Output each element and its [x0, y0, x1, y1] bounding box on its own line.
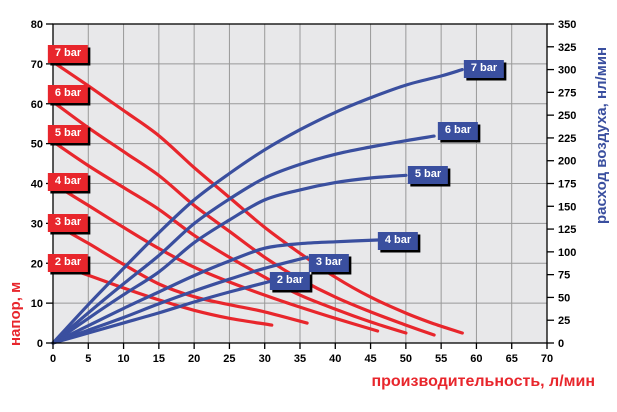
y-left-tick-label: 70	[31, 59, 43, 71]
y-right-tick-label: 175	[558, 179, 576, 191]
y-left-tick-label: 10	[31, 298, 43, 310]
y-right-tick-label: 325	[558, 42, 576, 54]
y-left-tick-label: 20	[31, 258, 43, 270]
y-left-tick-label: 80	[31, 19, 43, 31]
x-tick-label: 40	[329, 353, 341, 365]
y-right-tick-label: 200	[558, 156, 576, 168]
head-curve-6bar	[51, 100, 436, 337]
y-right-tick-label: 125	[558, 224, 576, 236]
head-curve-label-4bar: 4 bar	[47, 173, 89, 191]
air-curve-3bar	[51, 255, 309, 345]
x-tick-label: 5	[85, 353, 91, 365]
head-curve-4bar	[51, 181, 380, 333]
y-right-tick-label: 0	[558, 338, 564, 350]
x-tick-label: 60	[470, 353, 482, 365]
x-tick-label: 70	[541, 353, 553, 365]
x-tick-label: 15	[153, 353, 165, 365]
head-curve-label-6bar: 6 bar	[47, 85, 89, 103]
y-left-tick-label: 60	[31, 99, 43, 111]
air-curve-label-4bar: 4 bar	[377, 232, 419, 250]
head-curve-7bar	[51, 60, 464, 335]
y-right-tick-label: 275	[558, 87, 576, 99]
x-tick-label: 25	[223, 353, 235, 365]
head-curve-2bar	[51, 261, 274, 327]
x-tick-label: 65	[506, 353, 518, 365]
air-curve-label-3bar: 3 bar	[308, 254, 350, 272]
y-right-tick-label: 100	[558, 247, 576, 259]
air-curve-label-2bar: 2 bar	[269, 272, 311, 290]
x-tick-label: 30	[259, 353, 271, 365]
y-right-tick-label: 75	[558, 270, 570, 282]
x-tick-label: 55	[435, 353, 447, 365]
y-right-tick-label: 50	[558, 292, 570, 304]
air-curve-2bar	[51, 279, 274, 345]
head-curve-label-3bar: 3 bar	[47, 214, 89, 232]
y-right-tick-label: 150	[558, 201, 576, 213]
x-tick-label: 50	[400, 353, 412, 365]
head-curve-label-5bar: 5 bar	[47, 125, 89, 143]
y-right-tick-label: 25	[558, 315, 570, 327]
y-right-tick-label: 350	[558, 19, 576, 31]
x-tick-label: 10	[117, 353, 129, 365]
head-curve-5bar	[51, 140, 408, 335]
head-curve-3bar	[51, 221, 309, 325]
x-axis-title: производительность, л/мин	[371, 373, 595, 390]
x-tick-label: 20	[188, 353, 200, 365]
y-left-tick-label: 50	[31, 139, 43, 151]
y-right-tick-label: 225	[558, 133, 576, 145]
air-curve-5bar	[51, 173, 408, 345]
y-right-tick-label: 250	[558, 110, 576, 122]
x-tick-label: 45	[364, 353, 376, 365]
x-tick-label: 35	[294, 353, 306, 365]
y-left-tick-label: 40	[31, 179, 43, 191]
air-curve-label-7bar: 7 bar	[463, 60, 505, 78]
air-curve-7bar	[51, 68, 464, 345]
y-left-tick-label: 30	[31, 218, 43, 230]
y-left-tick-label: 0	[37, 338, 43, 350]
y-axis-left-title: напор, м	[7, 281, 24, 346]
head-curve-label-2bar: 2 bar	[47, 254, 89, 272]
air-curve-6bar	[51, 134, 436, 345]
y-right-tick-label: 300	[558, 65, 576, 77]
y-axis-right-title: расход воздуха, нл/мин	[593, 46, 610, 224]
x-tick-label: 0	[50, 353, 56, 365]
air-curve-label-5bar: 5 bar	[407, 166, 449, 184]
head-curve-label-7bar: 7 bar	[47, 45, 89, 63]
air-curve-4bar	[51, 238, 380, 345]
air-curve-label-6bar: 6 bar	[437, 122, 479, 140]
